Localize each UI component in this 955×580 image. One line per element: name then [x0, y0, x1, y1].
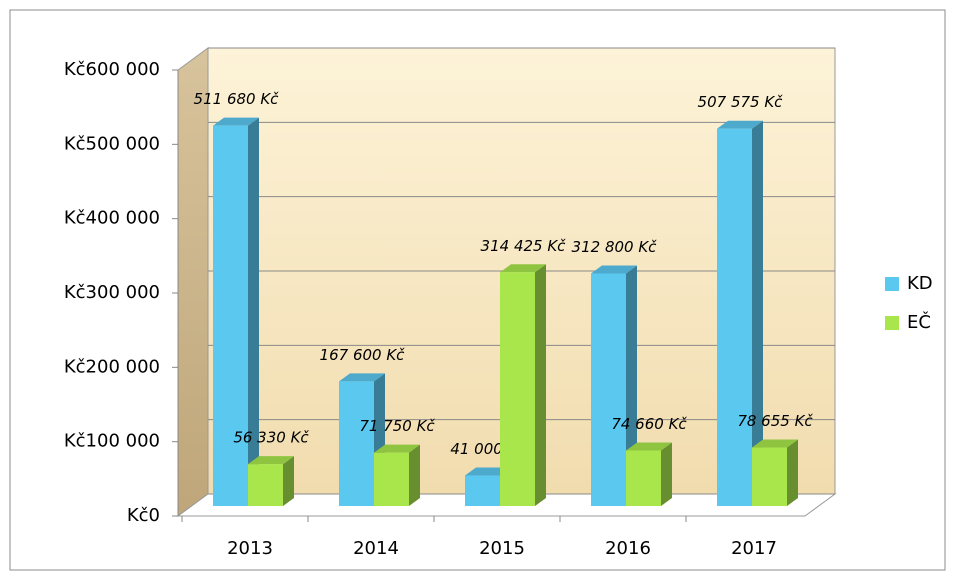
value-label: 78 655 Kč	[737, 412, 813, 430]
side-wall	[177, 47, 209, 517]
bar-side	[535, 264, 546, 506]
value-label: 56 330 Kč	[233, 429, 309, 447]
bar-front	[339, 381, 374, 506]
x-tick-label: 2016	[605, 538, 651, 559]
bar-front	[500, 272, 535, 506]
y-tick-label: Kč0	[127, 505, 160, 526]
bar-top	[591, 265, 637, 274]
value-label: 511 680 Kč	[194, 90, 280, 108]
legend-label: EČ	[907, 311, 931, 333]
value-label: 314 425 Kč	[481, 237, 567, 255]
value-label: 74 660 Kč	[611, 415, 687, 433]
x-tick-label: 2014	[353, 538, 399, 559]
y-tick-label: Kč100 000	[64, 431, 160, 452]
bar	[752, 439, 798, 506]
bar	[591, 265, 637, 506]
y-tick-label: Kč500 000	[64, 133, 160, 154]
legend-swatch	[885, 277, 899, 291]
bar-front	[465, 475, 500, 506]
bar-top	[752, 439, 798, 448]
value-label: 167 600 Kč	[320, 346, 406, 364]
bar-side	[661, 442, 672, 506]
value-label: 71 750 Kč	[359, 417, 435, 435]
bar	[626, 442, 672, 506]
bar	[374, 444, 420, 506]
bar-front	[374, 452, 409, 506]
bar-front	[248, 464, 283, 506]
bar-top	[213, 117, 259, 126]
y-tick-label: Kč600 000	[64, 59, 160, 80]
x-tick-label: 2017	[731, 538, 777, 559]
x-tick-label: 2015	[479, 538, 525, 559]
bar-front	[752, 447, 787, 506]
bar	[717, 120, 763, 507]
y-tick-label: Kč200 000	[64, 356, 160, 377]
bar	[213, 117, 259, 507]
bar-side	[248, 117, 259, 507]
bar-side	[409, 444, 420, 506]
x-tick-label: 2013	[227, 538, 273, 559]
bar-front	[591, 273, 626, 506]
bar-top	[500, 264, 546, 273]
y-tick-label: Kč300 000	[64, 282, 160, 303]
value-label: 312 800 Kč	[572, 238, 658, 256]
bar-front	[626, 450, 661, 506]
bar-side	[283, 456, 294, 506]
bar-front	[213, 125, 248, 507]
bar-top	[339, 373, 385, 382]
bar	[500, 264, 546, 506]
legend-label: KD	[907, 273, 933, 294]
bar-side	[752, 120, 763, 507]
value-label: 507 575 Kč	[698, 93, 784, 111]
y-tick-label: Kč400 000	[64, 208, 160, 229]
bar-top	[374, 444, 420, 453]
bar-top	[717, 120, 763, 129]
bar-top	[465, 467, 511, 476]
bar-side	[787, 439, 798, 506]
bar-top	[626, 442, 672, 451]
legend-swatch	[885, 316, 899, 330]
bar-top	[248, 456, 294, 465]
bar	[248, 456, 294, 506]
bar-front	[717, 128, 752, 506]
